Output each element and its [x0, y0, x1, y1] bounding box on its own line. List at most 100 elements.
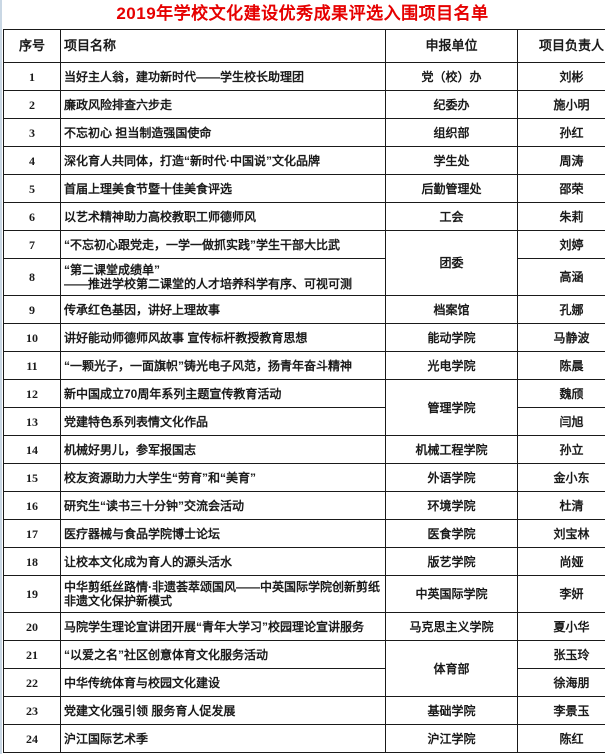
- table-row: 9 传承红色基因，讲好上理故事 档案馆 孔娜: [3, 295, 605, 324]
- unit-cell: 管理学院: [385, 379, 518, 436]
- header-row: 序号 项目名称 申报单位 项目负责人: [3, 29, 605, 63]
- project-name-cell: 中华传统体育与校园文化建设: [60, 668, 386, 697]
- project-name-cell: 廉政风险排查六步走: [60, 90, 386, 119]
- table-row: 4 深化育人共同体，打造“新时代·中国说”文化品牌 学生处 周涛: [3, 146, 605, 175]
- table-row: 14 机械好男儿，参军报国志 机械工程学院 孙立: [3, 435, 605, 464]
- leader-cell: 尚娅: [517, 547, 605, 576]
- project-name-cell: 当好主人翁，建功新时代——学生校长助理团: [60, 62, 386, 91]
- unit-cell: 基础学院: [385, 696, 518, 725]
- leader-cell: 张玉玲: [517, 640, 605, 669]
- table-row: 7 “不忘初心跟党走，一学一做抓实践”学生干部大比武 团委 刘婷: [3, 230, 605, 296]
- row-number-cell: 24: [3, 724, 61, 753]
- table-row: 10 讲好能动师德师风故事 宣传标杆教授教育思想 能动学院 马静波: [3, 323, 605, 352]
- project-name-cell: 医疗器械与食品学院博士论坛: [60, 519, 386, 548]
- leader-cell: 孙立: [517, 435, 605, 464]
- table-row: 8 “第二课堂成绩单” ——推进学校第二课堂的人才培养科学有序、可视可测 高涵: [3, 258, 605, 296]
- leader-cell: 孙红: [517, 118, 605, 147]
- table-row: 16 研究生“读书三十分钟”交流会活动 环境学院 杜清: [3, 491, 605, 520]
- unit-cell: 医食学院: [385, 519, 518, 548]
- row-number-cell: 22: [3, 668, 61, 697]
- unit-cell: 纪委办: [385, 90, 518, 119]
- table-row: 22 中华传统体育与校园文化建设 徐海朋: [3, 668, 605, 697]
- col-header-unit: 申报单位: [385, 29, 518, 63]
- leader-cell: 施小明: [517, 90, 605, 119]
- table-row: 23 党建文化强引领 服务育人促发展 基础学院 李景玉: [3, 696, 605, 725]
- table-row: 3 不忘初心 担当制造强国使命 组织部 孙红: [3, 118, 605, 147]
- table-row: 5 首届上理美食节暨十佳美食评选 后勤管理处 邵荣: [3, 174, 605, 203]
- leader-cell: 徐海朋: [517, 668, 605, 697]
- table-row: 11 “一颗光子，一面旗帜”铸光电子风范，扬青年奋斗精神 光电学院 陈晨: [3, 351, 605, 380]
- leader-cell: 刘婷: [517, 230, 605, 259]
- row-number-cell: 14: [3, 435, 61, 464]
- col-header-project: 项目名称: [60, 29, 386, 63]
- table-row: 2 廉政风险排查六步走 纪委办 施小明: [3, 90, 605, 119]
- unit-cell: 体育部: [385, 640, 518, 697]
- table-row: 18 让校本文化成为育人的源头活水 版艺学院 尚娅: [3, 547, 605, 576]
- leader-cell: 刘彬: [517, 62, 605, 91]
- leader-cell: 刘宝林: [517, 519, 605, 548]
- leader-cell: 李妍: [517, 575, 605, 613]
- table-row: 20 马院学生理论宣讲团开展“青年大学习”校园理论宣讲服务 马克思主义学院 夏小华: [3, 612, 605, 641]
- project-name-cell: 马院学生理论宣讲团开展“青年大学习”校园理论宣讲服务: [60, 612, 386, 641]
- unit-cell: 沪江学院: [385, 724, 518, 753]
- table-row: 21 “以爱之名”社区创意体育文化服务活动 体育部 张玉玲: [3, 640, 605, 697]
- unit-cell: 学生处: [385, 146, 518, 175]
- page-title: 2019年学校文化建设优秀成果评选入围项目名单: [116, 4, 489, 23]
- table-row: 13 党建特色系列表情文化作品 闫旭: [3, 407, 605, 436]
- project-name-cell: 党建特色系列表情文化作品: [60, 407, 386, 436]
- row-number-cell: 9: [3, 295, 61, 324]
- project-name-cell: “第二课堂成绩单” ——推进学校第二课堂的人才培养科学有序、可视可测: [60, 258, 386, 296]
- row-number-cell: 6: [3, 202, 61, 231]
- leader-cell: 闫旭: [517, 407, 605, 436]
- project-name-cell: 讲好能动师德师风故事 宣传标杆教授教育思想: [60, 323, 386, 352]
- row-number-cell: 19: [3, 575, 61, 613]
- leader-cell: 金小东: [517, 463, 605, 492]
- project-name-cell: “不忘初心跟党走，一学一做抓实践”学生干部大比武: [60, 230, 386, 259]
- row-number-cell: 4: [3, 146, 61, 175]
- project-name-cell: “以爱之名”社区创意体育文化服务活动: [60, 640, 386, 669]
- row-number-cell: 15: [3, 463, 61, 492]
- leader-cell: 马静波: [517, 323, 605, 352]
- project-name-cell: 机械好男儿，参军报国志: [60, 435, 386, 464]
- leader-cell: 陈晨: [517, 351, 605, 380]
- unit-cell: 环境学院: [385, 491, 518, 520]
- row-number-cell: 10: [3, 323, 61, 352]
- col-header-index: 序号: [3, 29, 61, 63]
- table-row: 1 当好主人翁，建功新时代——学生校长助理团 党（校）办 刘彬: [3, 62, 605, 91]
- unit-cell: 能动学院: [385, 323, 518, 352]
- table-row: 24 沪江国际艺术季 沪江学院 陈红: [3, 724, 605, 753]
- table-row: 12 新中国成立70周年系列主题宣传教育活动 管理学院 魏颀: [3, 379, 605, 436]
- leader-cell: 高涵: [517, 258, 605, 296]
- project-name-cell: 研究生“读书三十分钟”交流会活动: [60, 491, 386, 520]
- unit-cell: 版艺学院: [385, 547, 518, 576]
- project-name-cell: 首届上理美食节暨十佳美食评选: [60, 174, 386, 203]
- row-number-cell: 20: [3, 612, 61, 641]
- table-row: 15 校友资源助力大学生“劳育”和“美育” 外语学院 金小东: [3, 463, 605, 492]
- row-number-cell: 5: [3, 174, 61, 203]
- unit-cell: 光电学院: [385, 351, 518, 380]
- row-number-cell: 12: [3, 379, 61, 408]
- project-name-cell: “一颗光子，一面旗帜”铸光电子风范，扬青年奋斗精神: [60, 351, 386, 380]
- unit-cell: 档案馆: [385, 295, 518, 324]
- leader-cell: 朱莉: [517, 202, 605, 231]
- row-number-cell: 3: [3, 118, 61, 147]
- row-number-cell: 13: [3, 407, 61, 436]
- leader-cell: 周涛: [517, 146, 605, 175]
- leader-cell: 孔娜: [517, 295, 605, 324]
- table-row: 17 医疗器械与食品学院博士论坛 医食学院 刘宝林: [3, 519, 605, 548]
- leader-cell: 魏颀: [517, 379, 605, 408]
- row-number-cell: 7: [3, 230, 61, 259]
- unit-cell: 后勤管理处: [385, 174, 518, 203]
- project-name-cell: 党建文化强引领 服务育人促发展: [60, 696, 386, 725]
- project-name-cell: 校友资源助力大学生“劳育”和“美育”: [60, 463, 386, 492]
- unit-cell: 工会: [385, 202, 518, 231]
- unit-cell: 外语学院: [385, 463, 518, 492]
- row-number-cell: 2: [3, 90, 61, 119]
- unit-cell: 中英国际学院: [385, 575, 518, 613]
- row-number-cell: 16: [3, 491, 61, 520]
- leader-cell: 邵荣: [517, 174, 605, 203]
- row-number-cell: 1: [3, 62, 61, 91]
- unit-cell: 机械工程学院: [385, 435, 518, 464]
- leader-cell: 陈红: [517, 724, 605, 753]
- table-row: 19 中华剪纸丝路情·非遗荟萃颂国风——中英国际学院创新剪纸非遗文化保护新模式 中英…: [3, 575, 605, 613]
